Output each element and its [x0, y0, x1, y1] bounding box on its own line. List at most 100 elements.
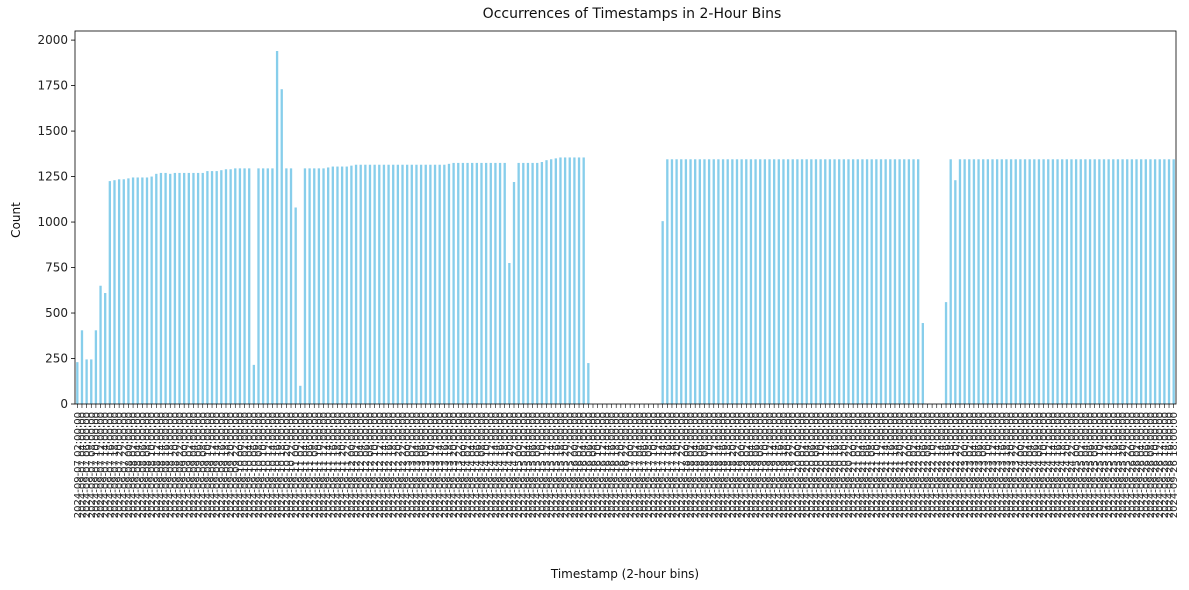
x-tick-label: 2024-09-21 20:00:00 [895, 412, 906, 518]
bar [1028, 159, 1031, 404]
bar [108, 181, 111, 404]
x-tick-label: 2024-09-17 00:00:00 [626, 412, 637, 518]
bar [540, 162, 544, 404]
x-tick-label: 2024-09-09 16:00:00 [217, 412, 228, 518]
bar [261, 168, 265, 404]
x-tick-label: 2024-09-09 06:00:00 [194, 412, 205, 518]
bar [703, 159, 706, 404]
x-tick-label: 2024-09-09 12:00:00 [208, 412, 219, 518]
x-tick-label: 2024-09-09 10:00:00 [203, 412, 214, 518]
bar [433, 164, 437, 404]
bar [117, 179, 121, 404]
bar [480, 162, 483, 404]
bar [187, 172, 190, 404]
bar [977, 159, 980, 404]
bar [698, 159, 701, 404]
bar [777, 159, 780, 404]
bar [438, 164, 441, 404]
bar [215, 171, 218, 404]
bar [387, 164, 390, 404]
bar [577, 157, 581, 404]
x-tick-label: 2024-09-25 14:00:00 [1104, 412, 1115, 518]
bar [401, 164, 404, 404]
bar [1130, 159, 1134, 404]
x-tick-label: 2024-09-12 12:00:00 [375, 412, 386, 518]
bar [944, 302, 948, 404]
chart-title: Occurrences of Timestamps in 2-Hour Bins [483, 6, 782, 22]
bar [271, 168, 274, 404]
bar [991, 159, 994, 404]
bar [471, 162, 474, 404]
bar [745, 159, 748, 404]
x-tick-label: 2024-09-22 08:00:00 [923, 412, 934, 518]
x-tick-label: 2024-09-09 22:00:00 [231, 412, 242, 518]
x-tick-label: 2024-09-20 06:00:00 [807, 412, 818, 518]
x-tick-label: 2024-09-07 16:00:00 [105, 412, 116, 518]
x-tick-label: 2024-09-17 02:00:00 [630, 412, 641, 518]
x-tick-label: 2024-09-13 08:00:00 [421, 412, 432, 518]
x-tick-label: 2024-09-08 10:00:00 [147, 412, 158, 518]
bar [1005, 159, 1008, 404]
bar [559, 157, 562, 404]
x-tick-label: 2024-09-07 02:00:00 [73, 412, 84, 518]
bar [568, 157, 571, 404]
bar [884, 159, 887, 404]
bar [275, 51, 279, 404]
x-tick-label: 2024-09-23 20:00:00 [1007, 412, 1018, 518]
x-tick-label: 2024-09-14 22:00:00 [510, 412, 521, 518]
x-tick-label: 2024-09-18 02:00:00 [686, 412, 697, 518]
x-tick-label: 2024-09-11 20:00:00 [338, 412, 349, 518]
x-tick-label: 2024-09-19 10:00:00 [760, 412, 771, 518]
x-tick-label: 2024-09-25 06:00:00 [1086, 412, 1097, 518]
x-tick-label: 2024-09-23 18:00:00 [1002, 412, 1013, 518]
x-tick-label: 2024-09-25 12:00:00 [1099, 412, 1110, 518]
bar [392, 164, 395, 404]
x-tick-label: 2024-09-25 02:00:00 [1076, 412, 1087, 518]
bar [155, 173, 158, 404]
bar [234, 168, 237, 404]
x-tick-label: 2024-09-14 18:00:00 [500, 412, 511, 518]
bar [536, 162, 539, 404]
bar [1033, 159, 1036, 404]
bar [1074, 159, 1078, 404]
x-tick-label: 2024-09-21 10:00:00 [872, 412, 883, 518]
bar [159, 172, 163, 404]
x-tick-label: 2024-09-21 02:00:00 [853, 412, 864, 518]
bar [1135, 159, 1138, 404]
x-tick-label: 2024-09-17 08:00:00 [644, 412, 655, 518]
bar [322, 168, 325, 404]
x-tick-label: 2024-09-20 04:00:00 [802, 412, 813, 518]
x-tick-label: 2024-09-26 04:00:00 [1137, 412, 1148, 518]
bar [489, 162, 492, 404]
bar [178, 172, 181, 404]
x-tick-label: 2024-09-19 06:00:00 [751, 412, 762, 518]
bar [512, 182, 516, 404]
x-tick-label: 2024-09-16 20:00:00 [616, 412, 627, 518]
bar [903, 159, 906, 404]
x-axis-label: Timestamp (2-hour bins) [550, 567, 699, 581]
bar [526, 162, 530, 404]
bar [252, 364, 256, 404]
x-tick-label: 2024-09-19 14:00:00 [770, 412, 781, 518]
x-tick-label: 2024-09-24 00:00:00 [1016, 412, 1027, 518]
x-tick-label: 2024-09-08 02:00:00 [129, 412, 140, 518]
x-tick-label: 2024-09-23 12:00:00 [988, 412, 999, 518]
x-tick-label: 2024-09-26 06:00:00 [1141, 412, 1152, 518]
x-tick-label: 2024-09-18 18:00:00 [723, 412, 734, 518]
x-tick-label: 2024-09-13 14:00:00 [435, 412, 446, 518]
bar [1047, 159, 1050, 404]
bar [749, 159, 753, 404]
x-tick-label: 2024-09-11 10:00:00 [314, 412, 325, 518]
x-tick-label: 2024-09-11 18:00:00 [333, 412, 344, 518]
bar [1149, 159, 1152, 404]
x-tick-label: 2024-09-13 16:00:00 [440, 412, 451, 518]
bar [879, 159, 883, 404]
x-tick-label: 2024-09-16 04:00:00 [579, 412, 590, 518]
bar [1167, 159, 1171, 404]
bar [494, 162, 497, 404]
bar [1023, 159, 1027, 404]
bar [1009, 159, 1013, 404]
x-tick-label: 2024-09-21 14:00:00 [881, 412, 892, 518]
bar [457, 162, 460, 404]
